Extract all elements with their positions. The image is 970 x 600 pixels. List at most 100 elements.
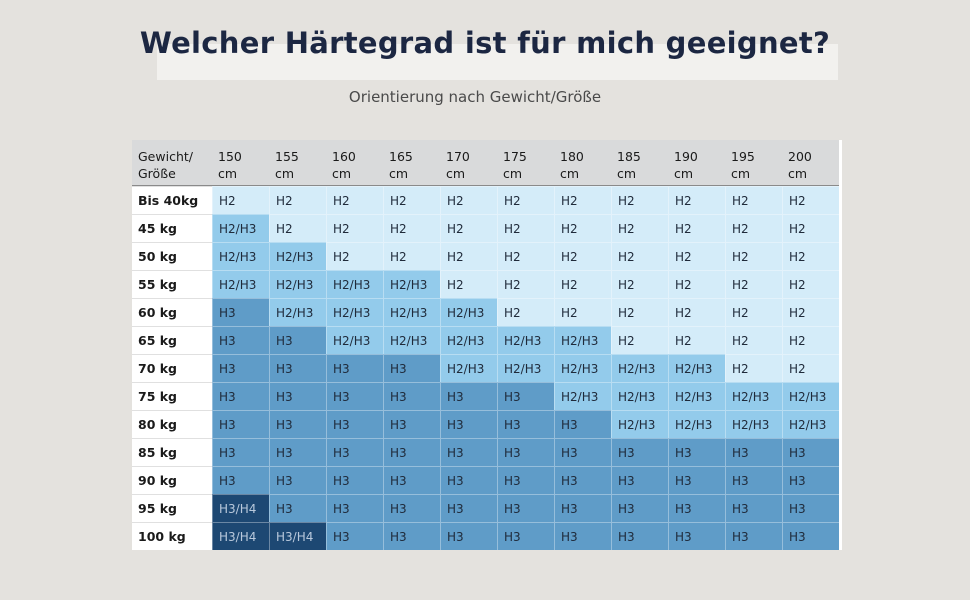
hardness-cell: H2/H3 (725, 410, 782, 438)
hardness-cell: H2/H3 (497, 326, 554, 354)
hardness-cell: H3 (782, 466, 839, 494)
hardness-cell: H2/H3 (668, 382, 725, 410)
column-header: 175 cm (497, 140, 554, 186)
hardness-cell: H2 (212, 186, 269, 214)
hardness-cell: H2/H3 (725, 382, 782, 410)
hardness-cell: H2 (668, 298, 725, 326)
row-label: 55 kg (132, 270, 212, 298)
hardness-cell: H3 (668, 438, 725, 466)
hardness-cell: H2 (725, 242, 782, 270)
hardness-cell: H2 (554, 186, 611, 214)
hardness-cell: H2/H3 (440, 326, 497, 354)
hardness-cell: H3 (269, 466, 326, 494)
hardness-cell: H2 (782, 186, 839, 214)
hardness-cell: H3 (554, 466, 611, 494)
hardness-cell: H2 (383, 214, 440, 242)
hardness-cell: H2/H3 (782, 410, 839, 438)
hardness-cell: H3 (611, 494, 668, 522)
hardness-cell: H2 (326, 186, 383, 214)
table-corner-header: Gewicht/ Größe (132, 140, 212, 186)
hardness-cell: H3 (554, 522, 611, 550)
column-header: 180 cm (554, 140, 611, 186)
hardness-cell: H2/H3 (440, 298, 497, 326)
hardness-cell: H2/H3 (212, 270, 269, 298)
hardness-cell: H3 (212, 466, 269, 494)
hardness-cell: H3 (668, 522, 725, 550)
hardness-cell: H3 (497, 466, 554, 494)
hardness-cell: H3 (326, 522, 383, 550)
hardness-cell: H3 (554, 410, 611, 438)
hardness-cell: H2 (440, 186, 497, 214)
hardness-cell: H2/H3 (668, 410, 725, 438)
hardness-cell: H3 (554, 438, 611, 466)
hardness-cell: H2 (611, 186, 668, 214)
hardness-cell: H3 (383, 522, 440, 550)
hardness-cell: H2 (497, 214, 554, 242)
hardness-cell: H3 (212, 438, 269, 466)
row-label: 60 kg (132, 298, 212, 326)
hardness-cell: H3 (326, 354, 383, 382)
hardness-cell: H2 (725, 354, 782, 382)
column-header: 200 cm (782, 140, 839, 186)
hardness-cell: H2/H3 (326, 270, 383, 298)
hardness-cell: H2 (668, 326, 725, 354)
hardness-cell: H2 (554, 270, 611, 298)
hardness-cell: H3 (782, 522, 839, 550)
hardness-cell: H3 (326, 410, 383, 438)
hardness-cell: H3 (212, 326, 269, 354)
row-label: 95 kg (132, 494, 212, 522)
hardness-cell: H3 (725, 438, 782, 466)
row-label: 80 kg (132, 410, 212, 438)
hardness-cell: H2/H3 (383, 270, 440, 298)
hardness-cell: H3 (383, 382, 440, 410)
hardness-cell: H3 (725, 522, 782, 550)
row-label: 45 kg (132, 214, 212, 242)
hardness-cell: H2/H3 (212, 214, 269, 242)
hardness-cell: H2 (725, 298, 782, 326)
hardness-cell: H3 (440, 438, 497, 466)
hardness-cell: H2 (326, 214, 383, 242)
page-subtitle: Orientierung nach Gewicht/Größe (348, 88, 602, 106)
hardness-cell: H2 (782, 214, 839, 242)
hardness-cell: H3/H4 (269, 522, 326, 550)
row-label: Bis 40kg (132, 186, 212, 214)
hardness-cell: H2 (725, 186, 782, 214)
hardness-table: Gewicht/ Größe 150 cm 155 cm 160 cm 165 cm 17… (132, 140, 842, 550)
hardness-cell: H2/H3 (554, 382, 611, 410)
hardness-cell: H3 (269, 438, 326, 466)
hardness-cell: H3 (611, 466, 668, 494)
hardness-cell: H3 (326, 382, 383, 410)
hardness-cell: H2 (611, 214, 668, 242)
hardness-cell: H2 (725, 214, 782, 242)
hardness-cell: H2 (497, 186, 554, 214)
hardness-cell: H3 (212, 410, 269, 438)
hardness-cell: H3 (782, 494, 839, 522)
hardness-cell: H3 (611, 522, 668, 550)
row-label: 100 kg (132, 522, 212, 550)
hardness-cell: H3 (383, 438, 440, 466)
hardness-cell: H2 (782, 242, 839, 270)
hardness-cell: H3 (440, 522, 497, 550)
hardness-cell: H2 (611, 270, 668, 298)
column-header: 155 cm (269, 140, 326, 186)
hardness-cell: H2 (440, 270, 497, 298)
row-label: 50 kg (132, 242, 212, 270)
hardness-cell: H2 (497, 270, 554, 298)
row-label: 90 kg (132, 466, 212, 494)
hardness-cell: H2/H3 (554, 326, 611, 354)
hardness-cell: H2/H3 (326, 298, 383, 326)
column-header: 165 cm (383, 140, 440, 186)
row-label: 75 kg (132, 382, 212, 410)
hardness-cell: H2/H3 (440, 354, 497, 382)
hardness-cell: H2 (782, 298, 839, 326)
hardness-cell: H2/H3 (668, 354, 725, 382)
row-label: 85 kg (132, 438, 212, 466)
hardness-cell: H3 (269, 494, 326, 522)
hardness-cell: H2 (383, 242, 440, 270)
hardness-cell: H3/H4 (212, 494, 269, 522)
hardness-cell: H3 (440, 494, 497, 522)
hardness-cell: H2 (554, 214, 611, 242)
hardness-cell: H3 (326, 438, 383, 466)
column-header: 185 cm (611, 140, 668, 186)
hardness-cell: H2 (725, 326, 782, 354)
